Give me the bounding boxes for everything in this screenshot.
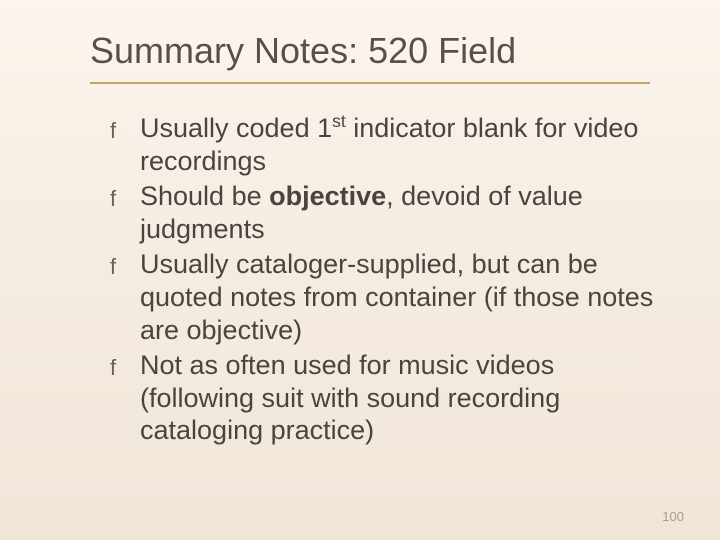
bullet-icon: f: [110, 118, 116, 145]
bullet-text: Should be objective, devoid of value jud…: [140, 181, 583, 244]
text-fragment: Should be: [140, 181, 269, 211]
slide-container: Summary Notes: 520 Field f Usually coded…: [0, 0, 720, 540]
bullet-list: f Usually coded 1st indicator blank for …: [110, 112, 670, 447]
bullet-icon: f: [110, 186, 116, 213]
bold-text: objective: [269, 181, 386, 211]
bullet-text: Usually cataloger-supplied, but can be q…: [140, 249, 653, 345]
bullet-item: f Usually cataloger-supplied, but can be…: [110, 248, 670, 347]
bullet-item: f Should be objective, devoid of value j…: [110, 180, 670, 246]
superscript: st: [332, 111, 346, 131]
bullet-icon: f: [110, 355, 116, 382]
title-underline: [90, 82, 650, 84]
slide-title: Summary Notes: 520 Field: [90, 30, 670, 72]
bullet-text: Not as often used for music videos (foll…: [140, 350, 560, 446]
text-fragment: Usually coded 1: [140, 113, 332, 143]
bullet-icon: f: [110, 254, 116, 281]
page-number: 100: [662, 509, 684, 524]
bullet-item: f Usually coded 1st indicator blank for …: [110, 112, 670, 178]
bullet-item: f Not as often used for music videos (fo…: [110, 349, 670, 448]
bullet-text: Usually coded 1st indicator blank for vi…: [140, 113, 638, 176]
